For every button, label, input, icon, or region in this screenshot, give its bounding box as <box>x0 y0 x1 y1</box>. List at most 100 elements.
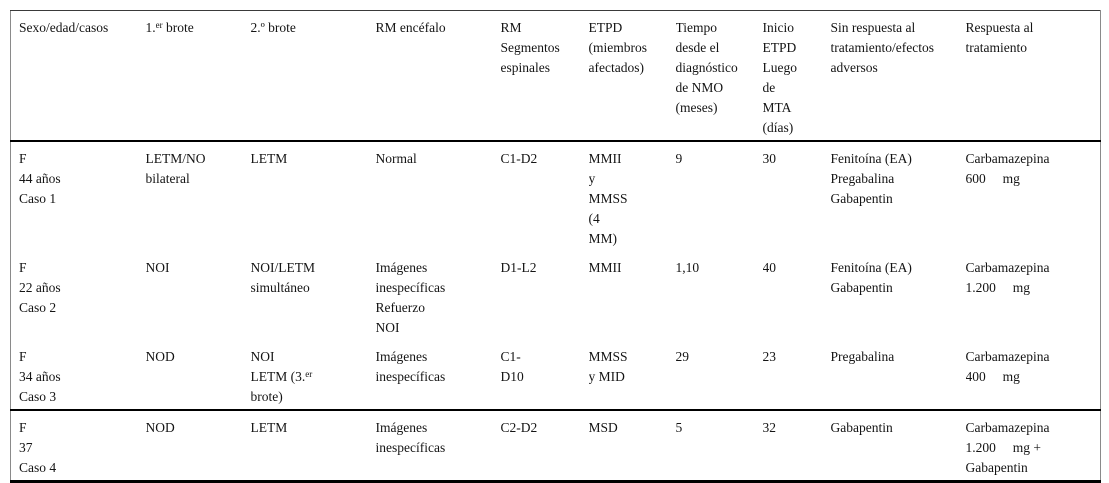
cell-line: Carbamazepina <box>965 151 1050 166</box>
cell-line: LETM <box>250 420 288 435</box>
cell-line: C1- <box>500 349 521 364</box>
table-cell: F 22 años Caso 2 <box>11 251 146 340</box>
table-cell: Fenitoína (EA) Gabapentin <box>831 251 966 340</box>
cell-line: diagnóstico <box>675 60 738 75</box>
cell-line: Gabapentin <box>830 280 893 295</box>
table-cell: Carbamazepina 400 mg <box>966 340 1101 410</box>
cell-line: Gabapentin <box>965 460 1028 475</box>
cell-line: Caso 4 <box>19 460 57 475</box>
table-cell: NOI/LETM simultáneo <box>251 251 376 340</box>
table-cell: C1- D10 <box>501 340 589 410</box>
table-cell: D1-L2 <box>501 251 589 340</box>
cell-line: 1,10 <box>675 260 700 275</box>
cell-line: NOI <box>250 349 275 364</box>
table-cell: 5 <box>676 410 763 482</box>
cell-line: simultáneo <box>250 280 310 295</box>
cell-line: tratamiento <box>965 40 1027 55</box>
cell-line: 34 años <box>19 369 61 384</box>
table-cell: Normal <box>376 141 501 251</box>
cell-line: Segmentos <box>500 40 560 55</box>
cell-line: Luego <box>762 60 798 75</box>
cell-line: y <box>588 171 596 186</box>
cell-line: F <box>19 349 27 364</box>
cell-line: Refuerzo <box>375 300 425 315</box>
cell-line: RM <box>500 20 522 35</box>
table-cell: C2-D2 <box>501 410 589 482</box>
column-header-primer-brote: 1.er brote <box>146 11 251 142</box>
column-header-rm-encefalo: RM encéfalo <box>376 11 501 142</box>
cell-line: F <box>19 151 27 166</box>
cell-line: NOD <box>145 349 175 364</box>
cell-line: RM encéfalo <box>375 20 446 35</box>
column-header-tiempo-diagnostico: Tiempo desde el diagnóstico de NMO (meses) <box>676 11 763 142</box>
cell-line: 600 mg <box>965 171 1020 186</box>
cell-line: 400 mg <box>965 369 1020 384</box>
table-cell: F 44 años Caso 1 <box>11 141 146 251</box>
cell-line: NOD <box>145 420 175 435</box>
ordinal-superscript: er <box>155 20 163 30</box>
cell-line: 23 <box>762 349 777 364</box>
table-cell: 29 <box>676 340 763 410</box>
cell-line: Imágenes <box>375 420 428 435</box>
cell-line: 44 años <box>19 171 61 186</box>
cell-line: (meses) <box>675 100 718 115</box>
cell-line: 1.200 mg + <box>965 440 1042 455</box>
cell-line: ETPD <box>588 20 623 35</box>
cell-line: MMSS <box>588 349 628 364</box>
cell-line: LETM <box>250 151 288 166</box>
cell-line: NOI <box>145 260 170 275</box>
table-cell: Fenitoína (EA) Pregabalina Gabapentin <box>831 141 966 251</box>
table-cell: Carbamazepina 1.200 mg <box>966 251 1101 340</box>
cell-line: MM) <box>588 231 618 246</box>
cell-line: D10 <box>500 369 524 384</box>
cell-line: Fenitoína (EA) <box>830 151 912 166</box>
cell-line: 22 años <box>19 280 61 295</box>
cell-line: Gabapentin <box>830 420 893 435</box>
cell-line: 9 <box>675 151 683 166</box>
cell-line: F <box>19 260 27 275</box>
cell-line: Caso 3 <box>19 389 57 404</box>
table-cell: LETM <box>251 410 376 482</box>
cell-line: Fenitoína (EA) <box>830 260 912 275</box>
table-cell: NOD <box>146 340 251 410</box>
cell-line: brote) <box>250 389 283 404</box>
column-header-inicio-etpd: Inicio ETPD Luego de MTA (días) <box>763 11 831 142</box>
cell-line: afectados) <box>588 60 644 75</box>
cell-line: Pregabalina <box>830 349 895 364</box>
cell-line: MMII <box>588 151 622 166</box>
table-row-caso-3: F 34 años Caso 3 NOD NOI LETM (3.er brote) Imág… <box>11 340 1101 410</box>
cell-line: 1.200 mg <box>965 280 1031 295</box>
cell-line: (días) <box>762 120 794 135</box>
cell-line: 2.º brote <box>250 20 296 35</box>
table-cell: NOI LETM (3.er brote) <box>251 340 376 410</box>
cell-line: NOI/LETM <box>250 260 316 275</box>
table-cell: Pregabalina <box>831 340 966 410</box>
table-cell: 32 <box>763 410 831 482</box>
table-cell: MMSS y MID <box>589 340 676 410</box>
cell-line: Caso 1 <box>19 191 57 206</box>
cell-line: MMII <box>588 260 622 275</box>
cell-line: ETPD <box>762 40 797 55</box>
table-cell: Carbamazepina 600 mg <box>966 141 1101 251</box>
cell-line: Sin respuesta al <box>830 20 916 35</box>
cell-line: inespecíficas <box>375 369 446 384</box>
cell-line: MMSS <box>588 191 628 206</box>
table-cell: MSD <box>589 410 676 482</box>
cell-line: 32 <box>762 420 777 435</box>
table-cell: LETM <box>251 141 376 251</box>
cell-line: Tiempo <box>675 20 718 35</box>
clinical-cases-table-container: Sexo/edad/casos 1.er brote 2.º brote RM enc… <box>10 10 1101 483</box>
cell-line: MSD <box>588 420 618 435</box>
table-cell: Imágenes inespecíficas <box>376 340 501 410</box>
table-cell: 9 <box>676 141 763 251</box>
cell-line: 5 <box>675 420 683 435</box>
cell-line: 29 <box>675 349 690 364</box>
cell-line: Respuesta al <box>965 20 1034 35</box>
table-cell: MMII y MMSS (4 MM) <box>589 141 676 251</box>
table-cell: 23 <box>763 340 831 410</box>
cell-line: tratamiento/efectos <box>830 40 934 55</box>
cell-line: NOI <box>375 320 400 335</box>
table-cell: LETM/NO bilateral <box>146 141 251 251</box>
cell-line: 37 <box>19 440 33 455</box>
cell-line: Carbamazepina <box>965 420 1050 435</box>
